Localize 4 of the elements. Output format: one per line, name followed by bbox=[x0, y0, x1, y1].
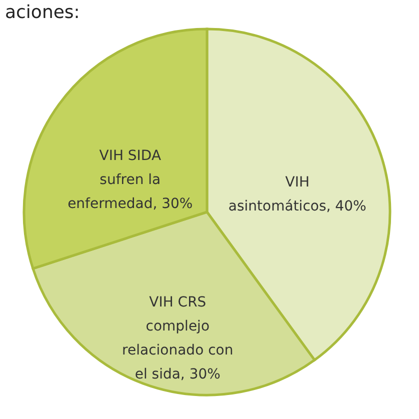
slice-label: VIH asintomáticos, 40% bbox=[228, 174, 366, 215]
chart-title: aciones: bbox=[5, 2, 80, 23]
slice-label: VIH CRS complejo relacionado con el sida, 30% bbox=[122, 294, 234, 382]
slice-label: VIH SIDA sufren la enfermedad, 30% bbox=[68, 148, 193, 212]
